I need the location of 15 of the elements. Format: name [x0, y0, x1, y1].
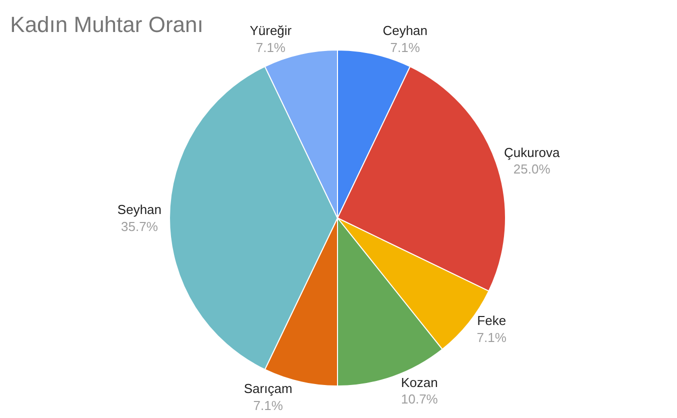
data-label: 7.1% — [390, 40, 420, 55]
slice-label: Yüreğir — [250, 23, 292, 38]
slice-label: Çukurova — [504, 144, 560, 160]
slice-label: Sarıçam — [244, 381, 292, 396]
chart-title: Kadın Muhtar Oranı — [10, 12, 204, 38]
data-label: 7.1% — [256, 40, 286, 55]
slice-label: Ceyhan — [382, 23, 428, 38]
data-label: 10.7% — [401, 392, 438, 407]
slice-label: Seyhan — [117, 202, 162, 218]
data-label: 7.1% — [476, 330, 507, 345]
data-label: 35.7% — [121, 218, 158, 234]
data-label: 7.1% — [253, 398, 284, 413]
slice-label: Kozan — [401, 374, 438, 390]
slice-label: Feke — [477, 313, 506, 328]
data-label: 25.0% — [513, 162, 551, 177]
